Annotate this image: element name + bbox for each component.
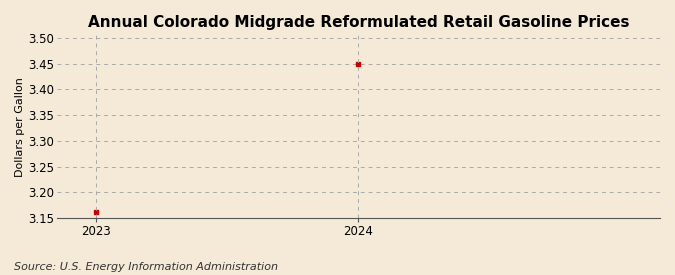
Title: Annual Colorado Midgrade Reformulated Retail Gasoline Prices: Annual Colorado Midgrade Reformulated Re… — [88, 15, 629, 30]
Text: Source: U.S. Energy Information Administration: Source: U.S. Energy Information Administ… — [14, 262, 277, 272]
Y-axis label: Dollars per Gallon: Dollars per Gallon — [15, 77, 25, 177]
